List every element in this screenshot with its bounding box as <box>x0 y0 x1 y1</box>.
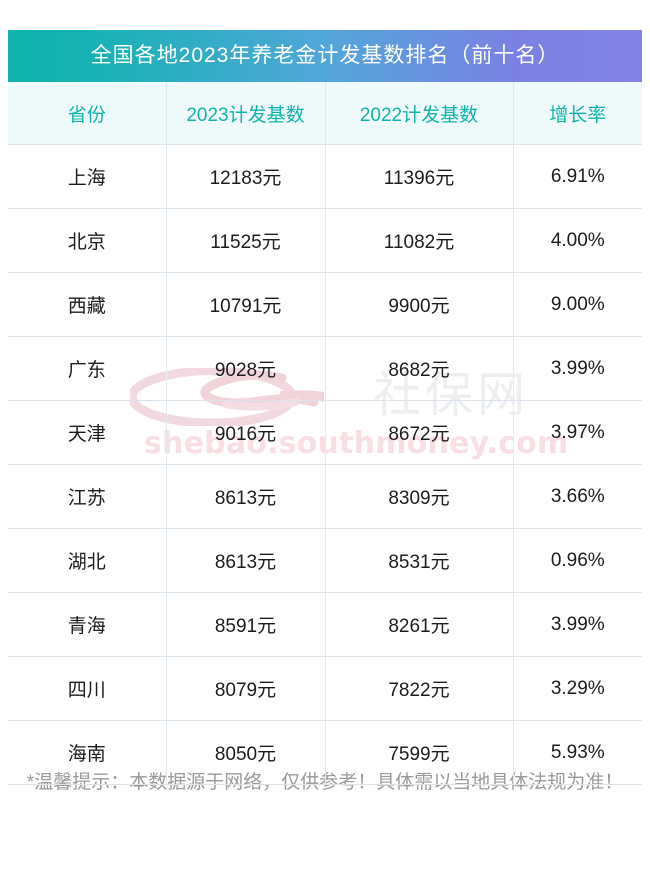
page-title: 全国各地2023年养老金计发基数排名（前十名） <box>8 30 642 82</box>
cell-province: 海南 <box>8 720 167 785</box>
cell-base-2022: 11396元 <box>325 144 514 209</box>
cell-province: 天津 <box>8 400 167 465</box>
cell-base-2023: 11525元 <box>166 208 326 273</box>
cell-base-2023: 12183元 <box>166 144 326 209</box>
column-header-base-2022[interactable]: 2022计发基数 <box>325 82 514 145</box>
cell-base-2022: 8531元 <box>325 528 514 593</box>
cell-province: 西藏 <box>8 272 167 337</box>
table-body: 上海 12183元 11396元 6.91% 北京 11525元 11082元 … <box>8 144 642 785</box>
table-row: 上海 12183元 11396元 6.91% <box>8 144 642 209</box>
cell-base-2023: 10791元 <box>166 272 326 337</box>
cell-growth: 3.99% <box>513 336 642 401</box>
cell-province: 上海 <box>8 144 167 209</box>
cell-base-2022: 8261元 <box>325 592 514 657</box>
cell-growth: 4.00% <box>513 208 642 273</box>
table-row: 湖北 8613元 8531元 0.96% <box>8 528 642 593</box>
cell-base-2023: 8079元 <box>166 656 326 721</box>
cell-growth: 0.96% <box>513 528 642 593</box>
table-row: 江苏 8613元 8309元 3.66% <box>8 464 642 529</box>
column-header-growth[interactable]: 增长率 <box>513 82 642 145</box>
cell-base-2023: 9028元 <box>166 336 326 401</box>
cell-base-2023: 8613元 <box>166 528 326 593</box>
cell-base-2023: 8591元 <box>166 592 326 657</box>
table-row: 四川 8079元 7822元 3.29% <box>8 656 642 721</box>
table-row: 青海 8591元 8261元 3.99% <box>8 592 642 657</box>
table-row: 广东 9028元 8682元 3.99% <box>8 336 642 401</box>
cell-province: 北京 <box>8 208 167 273</box>
cell-province: 江苏 <box>8 464 167 529</box>
table-row: 天津 9016元 8672元 3.97% <box>8 400 642 465</box>
table-row: 西藏 10791元 9900元 9.00% <box>8 272 642 337</box>
column-header-province[interactable]: 省份 <box>8 82 167 145</box>
cell-province: 广东 <box>8 336 167 401</box>
cell-base-2022: 8309元 <box>325 464 514 529</box>
cell-province: 青海 <box>8 592 167 657</box>
cell-province: 湖北 <box>8 528 167 593</box>
cell-base-2022: 7599元 <box>325 720 514 785</box>
cell-base-2022: 8672元 <box>325 400 514 465</box>
cell-base-2022: 11082元 <box>325 208 514 273</box>
cell-growth: 9.00% <box>513 272 642 337</box>
table-header-row: 省份 2023计发基数 2022计发基数 增长率 <box>8 82 642 145</box>
cell-growth: 3.97% <box>513 400 642 465</box>
cell-base-2022: 9900元 <box>325 272 514 337</box>
cell-base-2023: 8613元 <box>166 464 326 529</box>
cell-growth: 3.99% <box>513 592 642 657</box>
cell-province: 四川 <box>8 656 167 721</box>
cell-growth: 6.91% <box>513 144 642 209</box>
column-header-base-2023[interactable]: 2023计发基数 <box>166 82 326 145</box>
cell-base-2022: 8682元 <box>325 336 514 401</box>
cell-growth: 3.66% <box>513 464 642 529</box>
table-header: 省份 2023计发基数 2022计发基数 增长率 <box>8 82 642 145</box>
cell-growth: 5.93% <box>513 720 642 785</box>
cell-base-2022: 7822元 <box>325 656 514 721</box>
cell-base-2023: 8050元 <box>166 720 326 785</box>
table-row: 北京 11525元 11082元 4.00% <box>8 208 642 273</box>
pension-base-table: 省份 2023计发基数 2022计发基数 增长率 上海 12183元 11396… <box>8 82 642 785</box>
cell-base-2023: 9016元 <box>166 400 326 465</box>
cell-growth: 3.29% <box>513 656 642 721</box>
table-row: 海南 8050元 7599元 5.93% <box>8 720 642 785</box>
